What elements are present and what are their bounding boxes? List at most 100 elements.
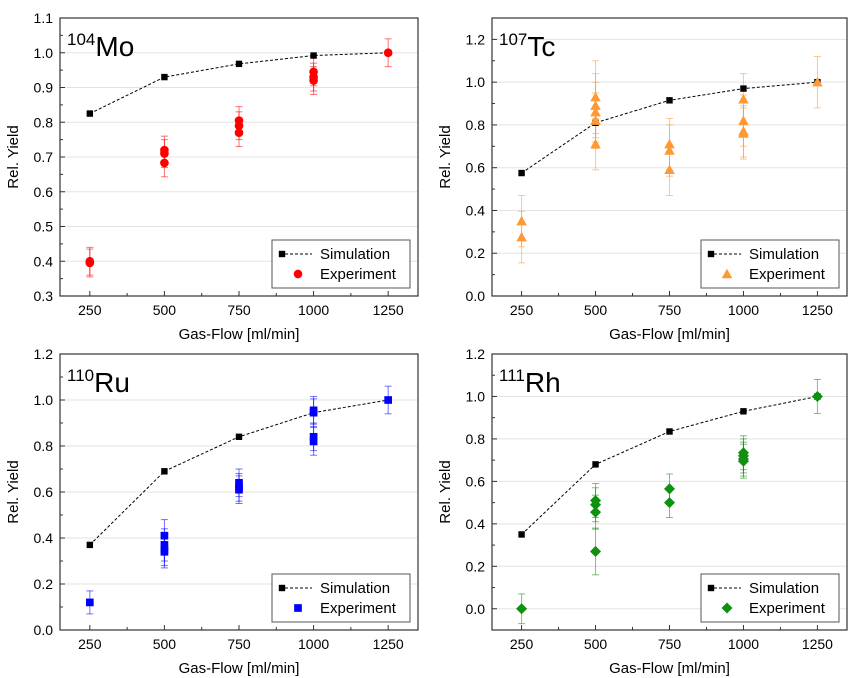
x-axis-label: Gas-Flow [ml/min] [179, 326, 300, 343]
simulation-point [666, 97, 673, 104]
legend-simulation-label: Simulation [749, 246, 819, 263]
legend-experiment-marker [721, 268, 733, 279]
panel-title-element: Tc [527, 31, 555, 62]
y-tick-label: 0.8 [466, 117, 486, 133]
y-tick-label: 0.2 [34, 576, 54, 592]
chart-panel-ru: 0.0 0.2 0.4 0.6 0.8 1.0 1.2 250 500 750 1000 1250 Ga… [5, 346, 419, 677]
y-tick-label: 0.4 [34, 253, 54, 269]
y-tick-label: 1.0 [466, 388, 486, 404]
experiment-point [85, 598, 94, 607]
panel-title-mass-number: 104 [67, 30, 95, 49]
y-tick-label: 0.2 [466, 558, 486, 574]
legend-experiment-label: Experiment [749, 600, 826, 617]
experiment-point [738, 93, 749, 104]
experiment-point [235, 485, 243, 494]
experiment-point [516, 603, 528, 615]
experiment-point [738, 128, 749, 138]
x-tick-label: 1000 [728, 636, 759, 652]
x-tick-label: 500 [153, 636, 177, 652]
experiment-point [309, 432, 318, 441]
simulation-point [86, 110, 94, 117]
experiment-point [85, 256, 95, 266]
experiment-point [234, 116, 244, 125]
experiment-point [516, 215, 527, 226]
y-tick-label: 0.0 [466, 601, 486, 617]
y-tick-label: 0.8 [466, 431, 486, 447]
experiment-point [160, 145, 169, 155]
panel-title: 107Tc [499, 30, 555, 62]
experiment-point [663, 497, 676, 509]
legend-simulation-label: Simulation [320, 580, 390, 597]
experiment-point [663, 483, 676, 495]
x-tick-label: 1250 [802, 636, 833, 652]
experiment-point [664, 164, 675, 175]
experiment-point [812, 76, 823, 87]
legend-simulation-marker [278, 584, 286, 592]
y-tick-label: 0.0 [34, 622, 54, 638]
experiment-point [590, 506, 602, 518]
legend: Simulation Experiment [271, 239, 411, 289]
panel-title-element: Rh [525, 367, 561, 398]
chart-panel-rh: 0.0 0.2 0.4 0.6 0.8 1.0 1.2 250 500 750 1000 1250 Ga… [437, 346, 848, 677]
panel-title-mass-number: 111 [499, 366, 525, 385]
y-tick-label: 0.5 [34, 219, 54, 235]
experiment-point [664, 138, 675, 149]
legend-experiment-label: Experiment [320, 266, 397, 283]
x-tick-label: 500 [584, 636, 608, 652]
legend-box [700, 239, 840, 289]
y-tick-label: 0.4 [34, 530, 54, 546]
experiment-point [309, 67, 318, 77]
y-tick-label: 0.6 [34, 484, 54, 500]
experiment-point [234, 128, 244, 137]
y-tick-label: 0.2 [466, 245, 486, 261]
simulation-point [235, 433, 243, 440]
y-tick-label: 0.6 [466, 473, 486, 489]
experiment-point [590, 100, 601, 110]
simulation-point [235, 60, 243, 68]
simulation-point [161, 468, 168, 475]
x-tick-label: 250 [510, 302, 534, 318]
legend-simulation-label: Simulation [320, 246, 390, 263]
x-tick-label: 1250 [802, 302, 833, 318]
simulation-line [89, 52, 389, 115]
experiment-point [590, 138, 601, 149]
x-axis-label: Gas-Flow [ml/min] [609, 660, 730, 677]
y-tick-label: 1.2 [466, 31, 486, 47]
experiment-point [664, 145, 675, 155]
legend-simulation-label: Simulation [749, 580, 819, 597]
y-tick-label: 0.8 [34, 114, 54, 130]
y-tick-label: 0.8 [34, 438, 54, 454]
y-tick-label: 1.0 [466, 74, 486, 90]
experiment-point [590, 499, 602, 511]
panel-title-mass-number: 107 [499, 30, 527, 49]
y-tick-label: 1.2 [466, 346, 486, 362]
x-tick-label: 250 [78, 636, 102, 652]
panel-title-mass-number: 110 [67, 366, 94, 385]
simulation-point [310, 52, 317, 59]
y-tick-label: 1.0 [34, 392, 54, 408]
y-tick-label: 0.3 [34, 288, 54, 304]
simulation-point [740, 85, 747, 92]
experiment-point [590, 106, 601, 117]
panel-title: 104Mo [67, 30, 134, 62]
simulation-point [666, 428, 673, 435]
y-tick-label: 0.0 [466, 288, 486, 304]
y-tick-label: 0.4 [466, 202, 486, 218]
simulation-point [592, 461, 599, 468]
x-tick-label: 250 [78, 302, 102, 318]
experiment-point [590, 545, 602, 557]
panel-title-element: Mo [95, 31, 134, 62]
x-tick-label: 750 [658, 636, 682, 652]
legend-box [271, 239, 411, 289]
chart-panel-mo: 0.3 0.4 0.5 0.6 0.7 0.8 0.9 1.0 1.1 250 500 750 1000… [5, 10, 419, 343]
x-tick-label: 1250 [373, 636, 404, 652]
legend-experiment-label: Experiment [749, 266, 826, 283]
simulation-point [740, 408, 747, 415]
y-tick-label: 0.4 [466, 516, 486, 532]
x-tick-label: 250 [510, 636, 534, 652]
y-axis-label: Rel. Yield [5, 125, 22, 188]
y-tick-label: 1.2 [34, 346, 54, 362]
y-tick-label: 0.9 [34, 80, 54, 96]
simulation-point [518, 169, 525, 177]
legend-box [271, 573, 411, 623]
